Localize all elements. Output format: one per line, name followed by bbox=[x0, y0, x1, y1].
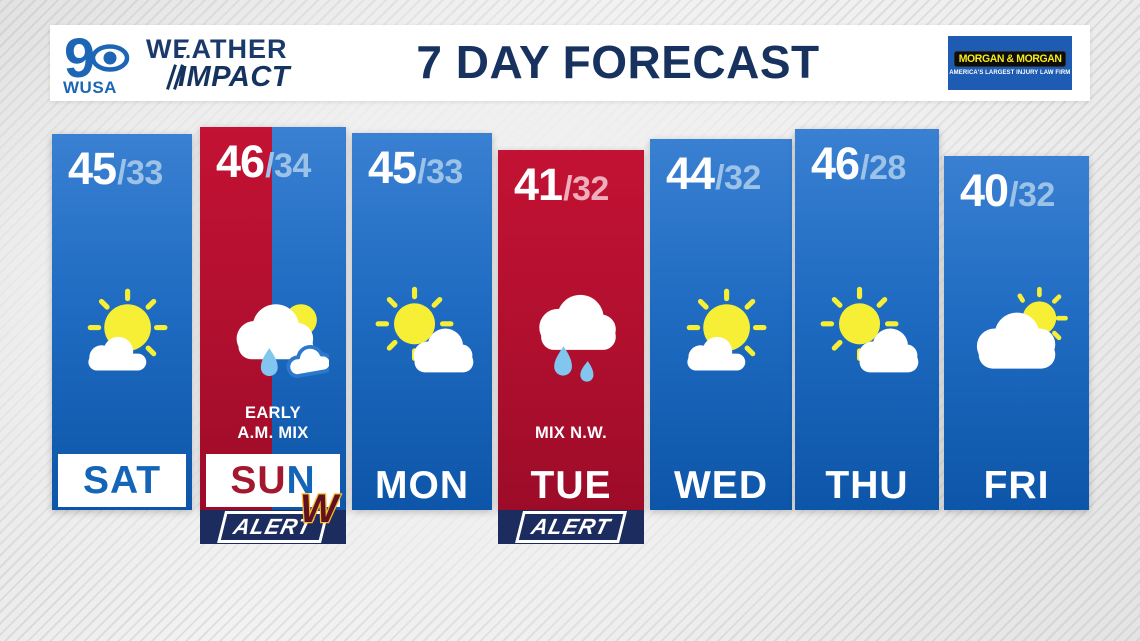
channel-number: 9 bbox=[64, 30, 95, 89]
day-column-sat: 45 /33 SAT bbox=[52, 134, 192, 510]
low-temp: /32 bbox=[563, 170, 609, 208]
brand-impact-text: IMPACT bbox=[178, 61, 291, 93]
brand-weather-text: WEATHER bbox=[146, 34, 288, 64]
sponsor-tagline: AMERICA'S LARGEST INJURY LAW FIRM bbox=[949, 68, 1071, 76]
day-column-mon: 45 /33 MON bbox=[352, 133, 492, 510]
condition-text: MIX N.W. bbox=[534, 424, 608, 443]
high-temp: 41 bbox=[514, 159, 563, 210]
temperature-display: 45 /33 bbox=[52, 146, 192, 191]
day-label: THU bbox=[825, 464, 909, 507]
header-bar: 9 WUSA WEATHER IMPACT 7 DAY FORECAST MOR… bbox=[50, 25, 1090, 101]
low-temp: /32 bbox=[715, 159, 761, 197]
high-temp: 40 bbox=[960, 165, 1009, 216]
alert-bar: ALERT bbox=[498, 510, 644, 544]
wusa9-logo: 9 WUSA bbox=[63, 30, 130, 96]
partly-cloudy-icon bbox=[811, 282, 923, 388]
weather-impact-brand: WEATHER IMPACT bbox=[146, 32, 291, 93]
svg-text:W: W bbox=[300, 487, 341, 531]
high-temp: 45 bbox=[68, 143, 117, 194]
temperature-display: 46 /34 bbox=[200, 139, 346, 184]
day-label: SU N bbox=[206, 454, 340, 507]
rain-mix-icon bbox=[515, 282, 627, 388]
high-temp: 45 bbox=[368, 142, 417, 193]
temperature-display: 40 /32 bbox=[944, 168, 1089, 213]
temperature-display: 45 /33 bbox=[352, 145, 492, 190]
day-column-sun: 46 /34 EARLY A.M. MIX SU N ALERT W bbox=[200, 127, 346, 544]
station-call-letters: WUSA bbox=[63, 78, 117, 96]
day-label: FRI bbox=[983, 464, 1050, 507]
day-label: TUE bbox=[530, 464, 612, 507]
mostly-sunny-icon bbox=[665, 282, 777, 388]
alert-bar: ALERT bbox=[200, 510, 346, 544]
sponsor-name: MORGAN & MORGAN bbox=[953, 50, 1067, 67]
temperature-display: 46 /28 bbox=[795, 141, 939, 186]
day-column-wed: 44 /32 WED bbox=[650, 139, 792, 510]
page-title: 7 DAY FORECAST bbox=[416, 35, 820, 88]
sponsor-ad: MORGAN & MORGAN AMERICA'S LARGEST INJURY… bbox=[948, 36, 1072, 90]
alert-badge: ALERT bbox=[515, 510, 627, 544]
low-temp: /34 bbox=[265, 147, 311, 185]
mostly-sunny-icon bbox=[66, 282, 178, 388]
commanders-logo: W bbox=[299, 486, 343, 532]
day-label: WED bbox=[674, 464, 768, 507]
mostly-cloudy-icon bbox=[961, 282, 1073, 388]
temperature-display: 41 /32 bbox=[498, 162, 644, 207]
temperature-display: 44 /32 bbox=[650, 151, 792, 196]
day-column-thu: 46 /28 THU bbox=[795, 129, 939, 510]
low-temp: /28 bbox=[860, 149, 906, 187]
high-temp: 46 bbox=[811, 138, 860, 189]
high-temp: 44 bbox=[666, 148, 715, 199]
low-temp: /32 bbox=[1009, 176, 1055, 214]
low-temp: /33 bbox=[417, 153, 463, 191]
low-temp: /33 bbox=[117, 154, 163, 192]
partly-cloudy-icon bbox=[366, 282, 478, 388]
day-column-tue: 41 /32 MIX N.W. TUE ALERT bbox=[498, 150, 644, 544]
day-label: SAT bbox=[58, 454, 186, 507]
day-column-fri: 40 /32 FRI bbox=[944, 156, 1089, 510]
high-temp: 46 bbox=[216, 136, 265, 187]
condition-text: EARLY A.M. MIX bbox=[237, 403, 309, 443]
day-label: MON bbox=[375, 464, 469, 507]
wintry-mix-icon bbox=[217, 282, 329, 388]
station-logo-cluster: 9 WUSA WEATHER IMPACT bbox=[62, 30, 290, 96]
